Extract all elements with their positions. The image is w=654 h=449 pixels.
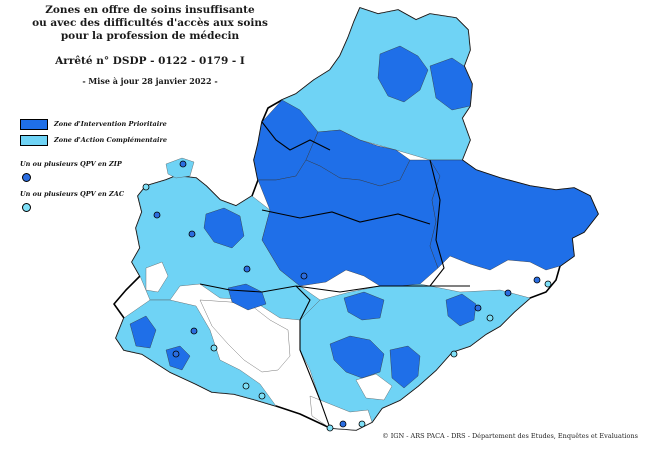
qpv-zip-dot: [172, 350, 180, 358]
qpv-zac-dot: [142, 183, 150, 191]
zip-area-north-1: [377, 45, 429, 103]
department-border-4: [199, 283, 470, 293]
qpv-zac-dot: [486, 314, 494, 322]
legend-item-zip: Zone d'Intervention Prioritaire: [20, 116, 167, 132]
zip-area-west-center: [203, 207, 245, 249]
zac-area-west: [131, 175, 321, 321]
legend-label-zip: Zone d'Intervention Prioritaire: [54, 120, 167, 128]
department-border-5: [261, 121, 331, 151]
zac-area-enclave-northwest: [165, 157, 195, 179]
zip-area-south-1: [329, 335, 385, 379]
department-border-1: [261, 209, 431, 225]
no-zone-area-coast: [309, 395, 373, 431]
zip-area-east: [429, 159, 599, 271]
zip-area-south-2: [389, 345, 421, 389]
legend-item-qpv-zip: Un ou plusieurs QPV en ZIP: [20, 160, 167, 182]
zip-swatch: [20, 118, 48, 130]
qpv-zac-dot: [242, 382, 250, 390]
qpv-zac-dot: [210, 344, 218, 352]
qpv-zip-dot: [339, 420, 347, 428]
qpv-zip-dot: [153, 211, 161, 219]
department-border-2: [429, 159, 445, 287]
department-border-3: [295, 285, 331, 429]
legend-item-qpv-zac: Un ou plusieurs QPV en ZAC: [20, 190, 167, 212]
qpv-zac-dot: [358, 420, 366, 428]
qpv-zac-dot: [450, 350, 458, 358]
title-line-1: Zones en offre de soins insuffisante: [45, 4, 255, 16]
qpv-zip-dot: [243, 265, 251, 273]
qpv-zac-dot: [544, 280, 552, 288]
legend-label-qpv-zip: Un ou plusieurs QPV en ZIP: [20, 160, 122, 168]
qpv-zac-dot: [258, 392, 266, 400]
legend-label-qpv-zac: Un ou plusieurs QPV en ZAC: [20, 190, 124, 198]
no-zone-area-var: [355, 373, 393, 401]
qpv-zac-dot: [326, 424, 334, 432]
zip-area-southeast: [445, 293, 477, 327]
map-legend: Zone d'Intervention Prioritaire Zone d'A…: [20, 116, 167, 212]
zip-area-north-2: [429, 57, 473, 111]
source-credit: © IGN - ARS PACA - DRS - Département des…: [382, 432, 638, 440]
qpv-zip-dot: [533, 276, 541, 284]
qpv-zip-dot: [474, 304, 482, 312]
qpv-zip-marker-icon: [22, 173, 31, 182]
no-zone-area-rhone: [145, 261, 169, 293]
legend-item-zac: Zone d'Action Complémentaire: [20, 132, 167, 148]
zac-swatch: [20, 134, 48, 146]
zip-area-rhone-delta: [129, 315, 157, 349]
update-date: - Mise à jour 28 janvier 2022 -: [82, 76, 218, 86]
qpv-zip-dot: [179, 160, 187, 168]
qpv-zip-dot: [504, 289, 512, 297]
qpv-zac-marker-icon: [22, 203, 31, 212]
title-block: Zones en offre de soins insuffisante ou …: [0, 4, 300, 86]
qpv-zip-dot: [300, 272, 308, 280]
zip-area-var-coast: [343, 291, 385, 321]
qpv-zip-dot: [188, 230, 196, 238]
qpv-zip-dot: [190, 327, 198, 335]
title-line-2: ou avec des difficultés d'accès aux soin…: [32, 17, 268, 29]
title-line-3: pour la profession de médecin: [60, 30, 240, 42]
zip-area-center: [257, 159, 441, 287]
legend-label-zac: Zone d'Action Complémentaire: [54, 136, 168, 144]
zip-area-marseille: [165, 345, 191, 371]
zac-area-southwest: [115, 299, 277, 407]
arrete-number: Arrêté n° DSDP - 0122 - 0179 - I: [55, 55, 245, 67]
